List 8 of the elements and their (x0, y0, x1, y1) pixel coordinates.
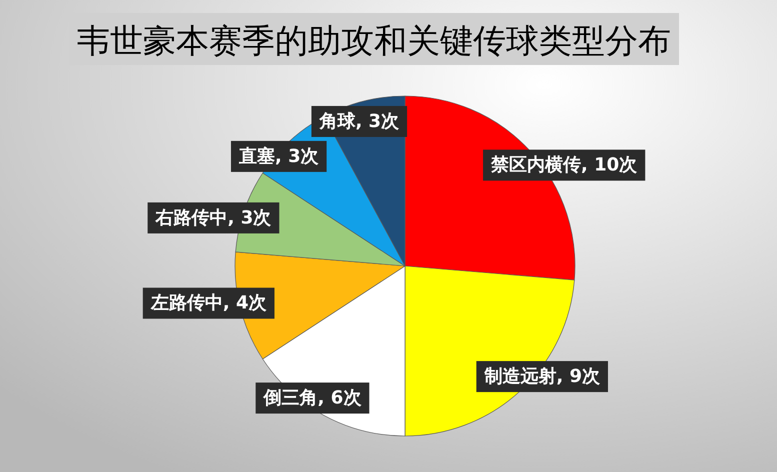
slice-label: 制造远射, 9次 (483, 366, 601, 388)
slice-label: 禁区内横传, 10次 (490, 154, 638, 176)
chart-title: 韦世豪本赛季的助攻和关键传球类型分布 (77, 21, 671, 60)
slice-label: 右路传中, 3次 (154, 207, 272, 228)
slice-label: 倒三角, 6次 (262, 388, 362, 409)
slice-label: 角球, 3次 (318, 110, 400, 132)
slice-label: 直塞, 3次 (238, 146, 320, 167)
slice-label: 左路传中, 4次 (150, 292, 268, 314)
